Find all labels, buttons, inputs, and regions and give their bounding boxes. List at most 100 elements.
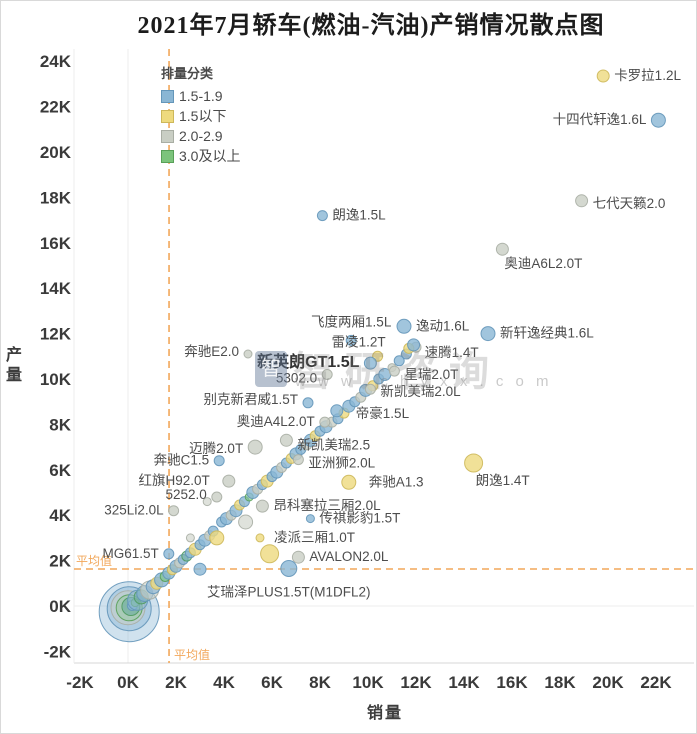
scatter-point[interactable] bbox=[319, 416, 331, 428]
point-label: 奔驰A1.3 bbox=[369, 474, 424, 489]
scatter-point[interactable] bbox=[345, 334, 357, 346]
scatter-point[interactable] bbox=[247, 439, 263, 455]
scatter-point[interactable] bbox=[393, 355, 405, 367]
x-tick-label: -2K bbox=[66, 673, 94, 692]
legend-title: 排量分类 bbox=[161, 66, 214, 81]
y-tick-label: 6K bbox=[49, 461, 71, 480]
y-tick-label: 8K bbox=[49, 415, 71, 434]
point-label: 雷凌1.2T bbox=[332, 334, 386, 349]
x-tick-label: 12K bbox=[400, 673, 432, 692]
scatter-point[interactable] bbox=[255, 499, 269, 513]
point-label: 新英朗GT1.5L bbox=[257, 352, 359, 371]
scatter-point[interactable] bbox=[305, 514, 315, 524]
y-tick-label: 10K bbox=[40, 370, 72, 389]
x-tick-label: 6K bbox=[261, 673, 283, 692]
y-tick-label: 2K bbox=[49, 552, 71, 571]
scatter-point[interactable] bbox=[193, 562, 207, 576]
point-label: 奔驰E2.0 bbox=[184, 344, 239, 359]
point-label: 别克新君威1.5T bbox=[203, 392, 298, 407]
scatter-point[interactable] bbox=[280, 560, 298, 577]
scatter-point[interactable] bbox=[388, 365, 400, 377]
scatter-point[interactable] bbox=[260, 544, 280, 564]
scatter-point[interactable] bbox=[222, 474, 236, 488]
x-tick-label: 14K bbox=[448, 673, 480, 692]
point-label: 凌派三厢1.0T bbox=[274, 530, 355, 545]
scatter-point[interactable] bbox=[464, 453, 484, 473]
y-tick-label: 16K bbox=[40, 234, 72, 253]
scatter-point[interactable] bbox=[396, 318, 412, 334]
x-axis-title: 销量 bbox=[366, 705, 403, 722]
legend-item-label: 1.5-1.9 bbox=[179, 88, 223, 104]
scatter-point[interactable] bbox=[330, 404, 344, 418]
point-label: 奥迪A6L2.0T bbox=[504, 255, 582, 271]
point-label: 逸动1.6L bbox=[416, 318, 470, 333]
point-label: 5252.0 bbox=[166, 487, 207, 502]
scatter-point[interactable] bbox=[211, 491, 223, 503]
legend-item[interactable]: 1.5-1.9 bbox=[161, 86, 240, 106]
point-label: 昂科塞拉三厢2.0L bbox=[273, 497, 381, 513]
point-label: 朗逸1.4T bbox=[476, 473, 530, 488]
point-label: 新凯美瑞2.0L bbox=[380, 384, 461, 399]
point-label: 奥迪A4L2.0T bbox=[237, 413, 315, 429]
x-tick-label: 8K bbox=[309, 673, 331, 692]
scatter-point[interactable] bbox=[279, 433, 293, 447]
y-tick-label: 22K bbox=[40, 98, 72, 117]
y-axis-title: 产量 bbox=[3, 346, 20, 386]
scatter-point[interactable] bbox=[650, 112, 666, 128]
legend-item[interactable]: 1.5以下 bbox=[161, 106, 240, 126]
point-label: 七代天籁2.0 bbox=[593, 196, 666, 211]
point-label: 325Li2.0L bbox=[104, 503, 164, 518]
point-label: 新凯美瑞2.5 bbox=[297, 437, 370, 452]
legend-swatch-icon bbox=[161, 89, 174, 103]
scatter-point[interactable] bbox=[302, 397, 314, 409]
scatter-point[interactable] bbox=[213, 455, 225, 467]
legend-swatch-icon bbox=[161, 129, 174, 143]
scatter-point[interactable] bbox=[495, 242, 509, 256]
scatter-point[interactable] bbox=[316, 210, 328, 222]
x-tick-label: 10K bbox=[352, 673, 384, 692]
scatter-point[interactable] bbox=[185, 533, 195, 543]
x-tick-label: 22K bbox=[640, 673, 672, 692]
legend-item-label: 3.0及以上 bbox=[179, 148, 241, 164]
legend-item-label: 2.0-2.9 bbox=[179, 128, 223, 144]
y-tick-label: 20K bbox=[40, 143, 72, 162]
scatter-point[interactable] bbox=[292, 454, 304, 466]
scatter-point[interactable] bbox=[163, 548, 175, 560]
mean-line-vertical-label: 平均值 bbox=[174, 647, 210, 662]
y-tick-label: 24K bbox=[40, 52, 72, 71]
scatter-point[interactable] bbox=[168, 505, 180, 517]
point-label: 星瑞2.0T bbox=[404, 367, 458, 382]
scatter-point[interactable] bbox=[202, 497, 212, 507]
scatter-point[interactable] bbox=[255, 533, 265, 543]
scatter-point[interactable] bbox=[209, 530, 225, 546]
point-label: 红旗H92.0T bbox=[139, 473, 210, 488]
scatter-point[interactable] bbox=[407, 338, 421, 352]
scatter-point[interactable] bbox=[238, 514, 254, 530]
legend-item[interactable]: 3.0及以上 bbox=[161, 146, 240, 166]
scatter-point[interactable] bbox=[596, 69, 610, 83]
scatter-point[interactable] bbox=[341, 474, 357, 490]
x-tick-label: 2K bbox=[165, 673, 187, 692]
legend-item-label: 1.5以下 bbox=[179, 108, 227, 124]
legend-item[interactable]: 2.0-2.9 bbox=[161, 126, 240, 146]
mean-line-horizontal-label: 平均值 bbox=[76, 553, 112, 568]
y-tick-label: 0K bbox=[49, 597, 71, 616]
point-label: 卡罗拉1.2L bbox=[614, 68, 681, 83]
point-label: 迈腾2.0T bbox=[189, 440, 243, 456]
point-label: 奔驰C1.5 bbox=[154, 453, 210, 468]
point-label: AVALON2.0L bbox=[309, 549, 389, 564]
scatter-point[interactable] bbox=[243, 349, 253, 359]
x-tick-label: 0K bbox=[117, 673, 139, 692]
point-label: 传祺影豹1.5T bbox=[319, 511, 400, 526]
scatter-point[interactable] bbox=[321, 369, 333, 380]
scatter-point[interactable] bbox=[364, 383, 376, 395]
legend-swatch-icon bbox=[161, 149, 174, 163]
point-label: 朗逸1.5L bbox=[332, 208, 386, 223]
scatter-point[interactable] bbox=[363, 356, 377, 370]
scatter-point[interactable] bbox=[291, 550, 305, 564]
scatter-point[interactable] bbox=[575, 194, 589, 208]
scatter-point[interactable] bbox=[480, 326, 496, 342]
point-label: 飞度两厢1.5L bbox=[311, 314, 392, 329]
point-label: 5302.0 bbox=[276, 370, 317, 385]
